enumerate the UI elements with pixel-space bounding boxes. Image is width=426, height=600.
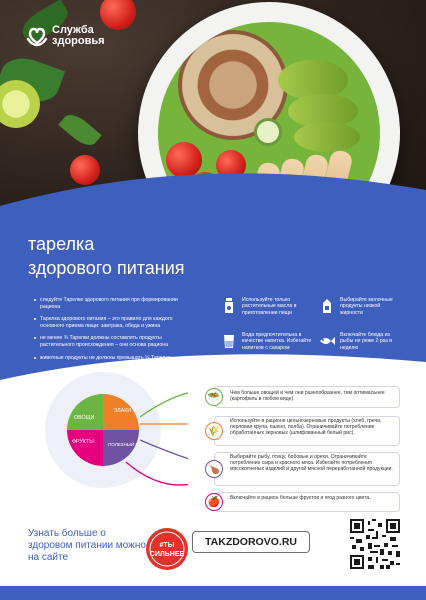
connector-protein [139, 439, 188, 460]
avocado [294, 122, 360, 152]
tip-fish: Включайте блюда из рыбы не реже 2 раз в … [318, 332, 402, 351]
lime-slice [0, 80, 40, 128]
brand-logo: Служба здоровья [26, 25, 105, 47]
avocado [278, 60, 348, 100]
heart-hands-icon [26, 27, 48, 47]
meat-icon: 🍗 [205, 460, 223, 478]
fish-icon [320, 337, 335, 345]
grain-icon: 🌾 [205, 422, 223, 440]
vegetables-note: Чем больше овощей и чем они разнообразне… [230, 390, 385, 403]
label-protein: ПОЛЕЗНЫЙ БЕЛОК [108, 440, 151, 447]
protein-note-box [214, 452, 400, 486]
plate-segment-vegetables [67, 394, 103, 430]
label-fruits: ФРУКТЫ [72, 439, 94, 445]
campaign-badge: #ТЫ СИЛЬНЕЕ [146, 528, 188, 570]
connector-fruits [125, 461, 188, 486]
grains-note-box [214, 416, 400, 446]
label-vegetables: ОВОЩИ [74, 415, 95, 421]
brand-name: Служба здоровья [52, 25, 105, 47]
list-item: животные продукты не должны превышать ¼ … [34, 355, 196, 362]
label-grains: ЗЛАКИ [114, 408, 131, 414]
list-item: не менее ¾ Тарелки должны составлять про… [34, 335, 196, 348]
tomato [100, 0, 136, 30]
brand-name-line2: здоровья [52, 35, 105, 47]
milk-carton-icon [323, 299, 331, 313]
water-glass-icon [224, 335, 234, 348]
tip-text: Вода предпочтительна в качестве напитка.… [242, 332, 312, 351]
rules-list: следуйте Тарелке здорового питания при ф… [34, 297, 196, 367]
cucumber [254, 118, 282, 146]
learn-more-text: Узнать больше о здоровом питании можно н… [28, 528, 146, 563]
healthy-plate-diagram: ОВОЩИ ЗЛАКИ ПОЛЕЗНЫЙ БЕЛОК ФРУКТЫ [45, 372, 188, 488]
qr-code[interactable] [350, 519, 400, 569]
tomato [70, 155, 100, 185]
salad-icon: 🥗 [205, 388, 223, 406]
tip-milk: Выбирайте молочные продукты низкой жирно… [318, 297, 402, 316]
tip-oil: Используйте только растительные масла в … [220, 297, 314, 316]
brand-name-line1: Служба [52, 24, 94, 36]
tip-text: Выбирайте молочные продукты низкой жирно… [340, 297, 393, 316]
list-item: следуйте Тарелке здорового питания при ф… [34, 297, 196, 310]
tip-text: Включайте блюда из рыбы не реже 2 раз в … [340, 332, 393, 351]
tip-water: Вода предпочтительна в качестве напитка.… [220, 332, 314, 351]
plate-segment-grains [103, 394, 139, 430]
grains-note: Используйте в рационе цельнозерновые про… [230, 418, 382, 437]
tip-text: Используйте только растительные масла в … [242, 297, 297, 316]
apple-icon: 🍎 [205, 493, 223, 511]
oil-bottle-icon [225, 298, 233, 313]
list-item: Тарелка здорового питания – это правило … [34, 316, 196, 329]
protein-note: Выбирайте рыбу, птицу, бобовые и орехи. … [230, 454, 393, 473]
plate-segment-fruits [67, 430, 103, 466]
title-line2: здорового питания [28, 258, 185, 278]
connector-vegetables [139, 392, 188, 418]
fruits-note: Включайте в рацион больше фруктов и ягод… [230, 495, 371, 501]
page-title: тарелка здорового питания [28, 232, 288, 280]
title-line1: тарелка [28, 234, 95, 254]
plate-segment-protein [103, 430, 139, 466]
badge-line1: #ТЫ [159, 542, 174, 549]
bottom-bar [0, 586, 426, 600]
badge-line2: СИЛЬНЕЕ [150, 551, 185, 558]
tomato [166, 142, 202, 178]
website-link[interactable]: TAKZDOROVO.RU [192, 531, 310, 553]
